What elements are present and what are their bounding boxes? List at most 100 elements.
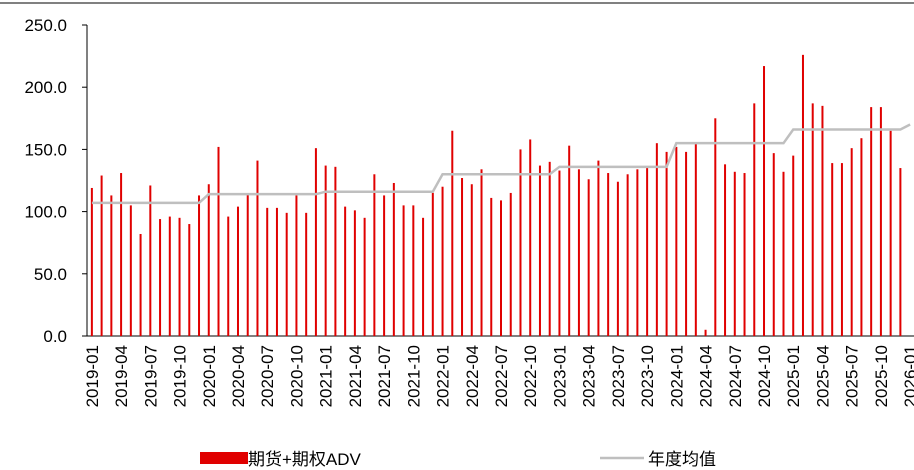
- bar: [188, 224, 191, 336]
- bar: [763, 66, 766, 336]
- x-tick-label: 2024-01: [667, 345, 686, 407]
- bar: [655, 143, 658, 336]
- bar: [129, 205, 132, 336]
- bar: [607, 173, 610, 336]
- legend-label: 年度均值: [648, 450, 716, 469]
- x-tick-label: 2022-10: [521, 345, 540, 407]
- bar: [714, 118, 717, 336]
- bar: [363, 217, 366, 336]
- bar: [704, 329, 707, 336]
- x-tick-label: 2023-01: [550, 345, 569, 407]
- x-tick-label: 2023-04: [580, 345, 599, 407]
- x-tick-label: 2025-07: [843, 345, 862, 407]
- bar: [616, 181, 619, 336]
- bar: [490, 197, 493, 336]
- bar: [685, 151, 688, 336]
- bar: [801, 54, 804, 337]
- x-tick-label: 2021-04: [346, 345, 365, 407]
- bar: [441, 186, 444, 336]
- x-tick-label: 2024-04: [697, 345, 716, 407]
- bar: [899, 168, 902, 336]
- bar: [159, 219, 162, 336]
- line: [91, 123, 911, 205]
- x-tick-label: 2021-01: [317, 345, 336, 407]
- bar: [480, 169, 483, 336]
- bar: [207, 184, 210, 336]
- bar: [577, 169, 580, 336]
- bar: [733, 171, 736, 336]
- bar: [402, 205, 405, 336]
- bar: [743, 173, 746, 336]
- legend-label: 期货+期权ADV: [248, 450, 362, 469]
- x-tick-label: 2022-01: [434, 345, 453, 407]
- bar: [275, 207, 278, 336]
- bar: [90, 187, 93, 336]
- bar: [246, 194, 249, 336]
- x-tick-label: 2025-10: [872, 345, 891, 407]
- bar: [412, 205, 415, 336]
- x-tick-label: 2025-01: [784, 345, 803, 407]
- bar: [470, 184, 473, 336]
- x-tick-label: 2020-10: [287, 345, 306, 407]
- bar: [772, 153, 775, 336]
- bar: [178, 217, 181, 336]
- bar: [236, 206, 239, 336]
- x-tick-label: 2023-07: [609, 345, 628, 407]
- bar: [646, 168, 649, 336]
- bar: [314, 148, 317, 336]
- y-tick-label: 200.0: [24, 78, 67, 97]
- bar: [870, 107, 873, 336]
- bar: [675, 146, 678, 336]
- bar: [879, 107, 882, 336]
- y-tick-label: 250.0: [24, 16, 67, 35]
- bar: [811, 103, 814, 336]
- bar: [529, 139, 532, 336]
- bar: [149, 185, 152, 336]
- bar: [334, 166, 337, 336]
- x-tick-label: 2023-10: [638, 345, 657, 407]
- x-tick-label: 2019-01: [83, 345, 102, 407]
- x-tick-label: 2019-07: [141, 345, 160, 407]
- x-tick-label: 2022-04: [463, 345, 482, 407]
- x-tick-label: 2022-07: [492, 345, 511, 407]
- x-tick-label: 2020-07: [258, 345, 277, 407]
- x-tick-label: 2019-04: [112, 345, 131, 407]
- bar: [295, 195, 298, 336]
- bar: [500, 200, 502, 336]
- bar: [344, 206, 347, 336]
- bar: [587, 179, 590, 336]
- y-tick-label: 150.0: [24, 140, 67, 159]
- bar: [461, 178, 464, 336]
- bar: [227, 216, 230, 336]
- bar: [120, 173, 123, 336]
- x-tick-label: 2020-04: [229, 345, 248, 407]
- y-tick-label: 50.0: [34, 265, 67, 284]
- bar: [110, 195, 113, 336]
- x-tick-label: 2026-01: [901, 345, 914, 407]
- bar: [831, 163, 834, 336]
- bar: [782, 171, 785, 336]
- y-tick-label: 100.0: [24, 203, 67, 222]
- bar: [568, 145, 571, 336]
- bar: [821, 105, 824, 336]
- bar: [509, 192, 512, 336]
- bar: [266, 207, 269, 336]
- bar: [139, 233, 142, 336]
- bar: [665, 151, 668, 336]
- bar: [217, 146, 220, 336]
- bar: [753, 103, 756, 336]
- bar: [850, 148, 853, 336]
- x-tick-label: 2025-04: [813, 345, 832, 407]
- bar: [548, 161, 551, 336]
- bar: [305, 212, 308, 336]
- bar: [353, 210, 356, 336]
- bar: [889, 130, 892, 336]
- bar: [626, 174, 629, 336]
- bar: [538, 165, 541, 336]
- bar: [198, 195, 201, 336]
- bar: [860, 138, 863, 336]
- bar: [324, 165, 327, 336]
- bar: [383, 195, 386, 336]
- bar: [451, 130, 454, 336]
